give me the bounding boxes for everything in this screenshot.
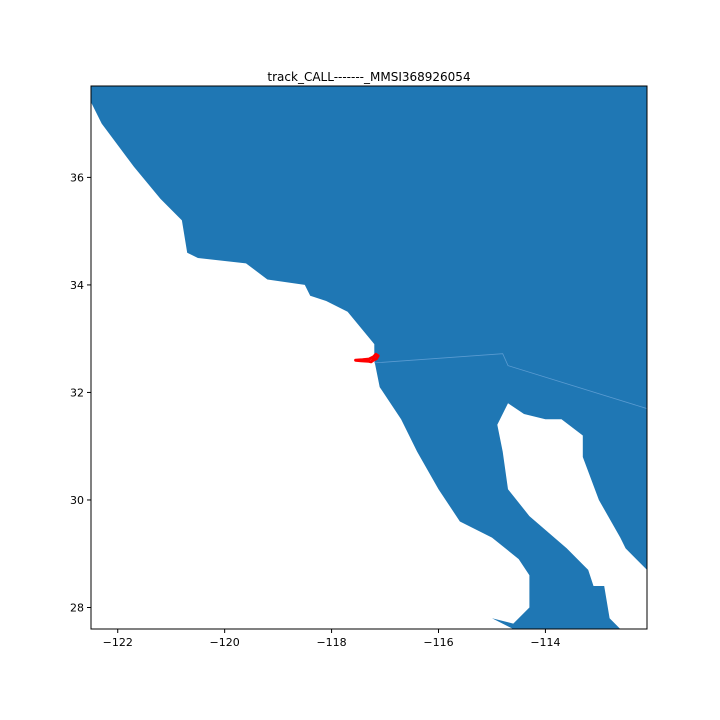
y-tick-label: 34 [70,279,84,292]
x-tick-label: −122 [103,636,133,649]
x-tick-label: −118 [316,636,346,649]
vessel-track [354,352,380,364]
y-tick-label: 28 [70,601,84,614]
plot-area [91,86,647,629]
land-mainland [91,86,647,629]
chart-title: track_CALL-------_MMSI368926054 [267,70,470,84]
plot-frame [90,85,648,630]
y-tick-label: 36 [70,171,84,184]
border-line [374,353,647,409]
x-tick-label: −120 [210,636,240,649]
x-axis: −122 −120 −118 −116 −114 [103,629,561,649]
x-tick-label: −114 [530,636,560,649]
y-tick-label: 30 [70,494,84,507]
y-axis: 28 30 32 34 36 [70,171,91,614]
x-tick-label: −116 [423,636,453,649]
y-tick-label: 32 [70,386,84,399]
